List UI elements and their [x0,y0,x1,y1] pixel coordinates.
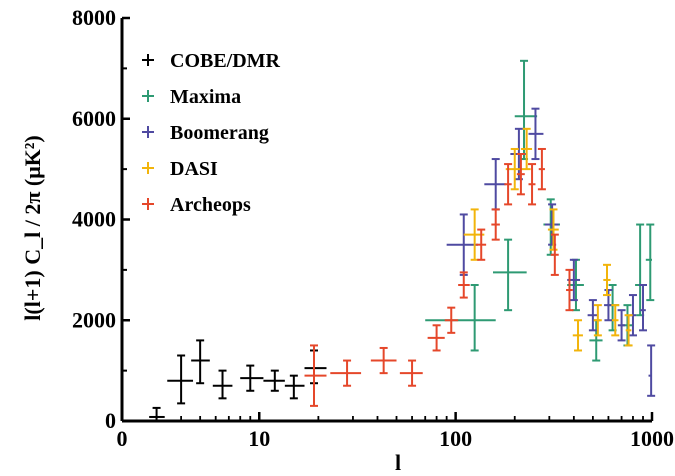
data-point [547,208,559,251]
data-point [550,233,559,276]
data-point [427,324,445,352]
data-point [624,314,633,347]
series-maxima [425,59,655,362]
data-point [493,238,527,312]
y-axis-label: l(l+1) C_l / 2π (μK²) [20,135,45,320]
data-point [565,268,574,312]
axes: 0 2000 4000 6000 8000 0 10 100 1000 [72,5,674,451]
data-point [263,369,285,392]
y-tick-label: 0 [105,408,116,433]
data-point [149,406,165,422]
series-cobe-dmr [149,339,327,422]
data-layer [149,59,656,422]
data-point [399,359,423,387]
x-tick-label: 10 [248,426,270,451]
data-point [611,304,620,337]
data-point [528,163,537,206]
data-point [191,339,210,385]
legend-marker [142,90,154,102]
legend-label: DASI [170,158,218,180]
data-point [587,299,598,332]
y-tick-label: 6000 [72,106,116,131]
legend-label: Archeops [170,194,251,216]
y-tick-label: 8000 [72,5,116,30]
data-point [446,213,479,276]
y-tick-label: 2000 [72,307,116,332]
legend-marker [142,54,154,66]
data-point [520,127,533,171]
legend-marker [142,126,154,138]
y-tick-label: 4000 [72,207,116,232]
data-point [240,364,264,392]
legend-label: COBE/DMR [170,50,281,72]
series-dasi [463,127,633,352]
x-axis-label: l [395,450,401,475]
data-point [572,319,583,352]
data-point [589,319,603,362]
x-tick-label: 1000 [630,426,674,451]
data-point [484,158,506,211]
data-point [544,203,559,246]
data-point [639,283,648,332]
data-point [617,309,626,342]
legend-label: Boomerang [170,122,269,144]
data-point [603,263,612,297]
legend-marker [142,198,154,210]
data-point [167,354,194,405]
x-tick-label: 100 [439,426,472,451]
data-point [212,369,233,400]
data-point [528,107,544,161]
data-point [444,306,459,334]
legend-marker [142,162,154,174]
data-point [330,359,362,387]
data-point [516,153,525,196]
data-point [647,344,656,397]
data-point [476,228,487,261]
data-point [284,374,305,400]
data-point [458,271,470,299]
data-point [491,208,500,241]
legend: COBE/DMR Maxima Boomerang DASI Archeops [142,50,281,216]
data-point [504,163,513,206]
series-archeops [304,147,574,407]
legend-label: Maxima [170,86,241,108]
data-point [567,258,581,302]
data-point [593,304,602,337]
data-point [645,223,655,302]
data-point [370,346,397,375]
data-point [425,283,496,352]
data-point [304,349,327,385]
data-point [537,147,546,191]
data-point [304,344,327,407]
x-tick-label: 0 [117,426,128,451]
